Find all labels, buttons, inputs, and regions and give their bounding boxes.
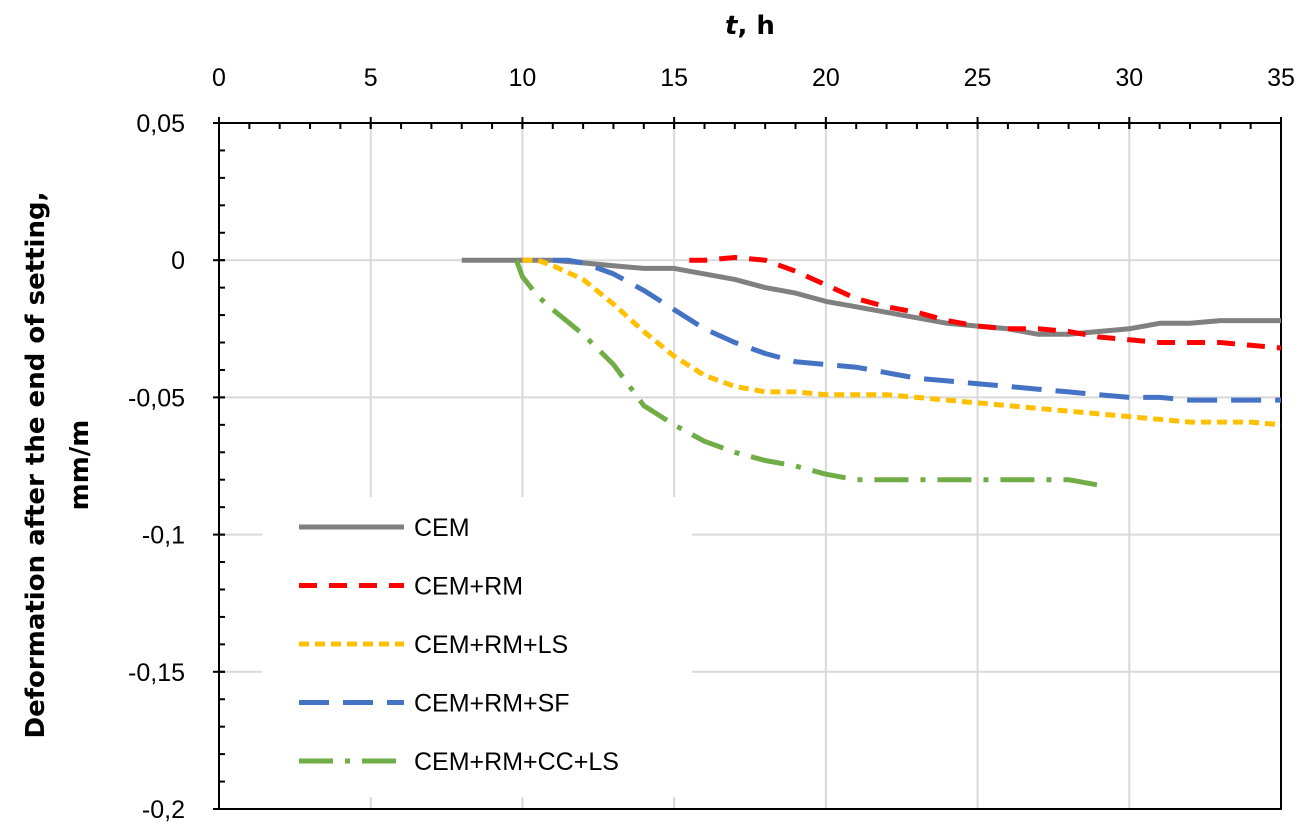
grid-layer xyxy=(219,123,1281,809)
legend: CEM CEM+RM CEM+RM+LS CEM+RM+SF CEM+RM+CC+LS xyxy=(262,497,692,797)
y-tick-label: -0,1 xyxy=(142,522,185,550)
x-tick-label: 20 xyxy=(812,64,840,92)
x-tick-label: 15 xyxy=(660,64,688,92)
plot-frame xyxy=(218,122,1282,810)
legend-background xyxy=(262,497,692,797)
legend-label-3: CEM+RM+LS xyxy=(414,631,568,659)
series-line-5 xyxy=(514,259,1100,488)
series-line-1 xyxy=(461,257,1281,337)
y-tick-label: 0,05 xyxy=(136,110,185,138)
x-axis-title: t, h xyxy=(725,11,775,41)
series-layer xyxy=(461,255,1282,488)
legend-label-4: CEM+RM+SF xyxy=(414,690,570,718)
y-axis-title-line1: Deformation after the end of setting, xyxy=(21,192,51,739)
y-axis-title: Deformation after the end of setting, mm… xyxy=(21,192,95,739)
series-line-2 xyxy=(689,255,1282,351)
y-tick-label: -0,05 xyxy=(128,384,185,412)
y-tick-label: -0,15 xyxy=(128,659,185,687)
x-tick-label: 30 xyxy=(1115,64,1143,92)
axis-layer: 0 5 10 15 20 25 30 35 0,05 0 -0,05 -0,1 -0,15 -0,2 xyxy=(128,64,1295,824)
legend-label-2: CEM+RM xyxy=(414,573,523,601)
x-tick-label: 25 xyxy=(964,64,992,92)
legend-label-5: CEM+RM+CC+LS xyxy=(414,748,619,776)
x-tick-label: 35 xyxy=(1267,64,1295,92)
y-axis-title-line2: mm/m xyxy=(65,420,95,511)
series-line-4 xyxy=(552,257,1281,403)
x-tick-label: 0 xyxy=(212,64,226,92)
x-axis-title-italic: t xyxy=(725,11,739,41)
x-tick-label: 10 xyxy=(509,64,537,92)
x-axis-title-unit: , h xyxy=(737,11,774,41)
y-tick-label: 0 xyxy=(171,247,185,275)
legend-label-1: CEM xyxy=(414,514,470,542)
series-line-3 xyxy=(522,257,1282,428)
y-tick-label: -0,2 xyxy=(142,796,185,824)
x-tick-label: 5 xyxy=(364,64,378,92)
